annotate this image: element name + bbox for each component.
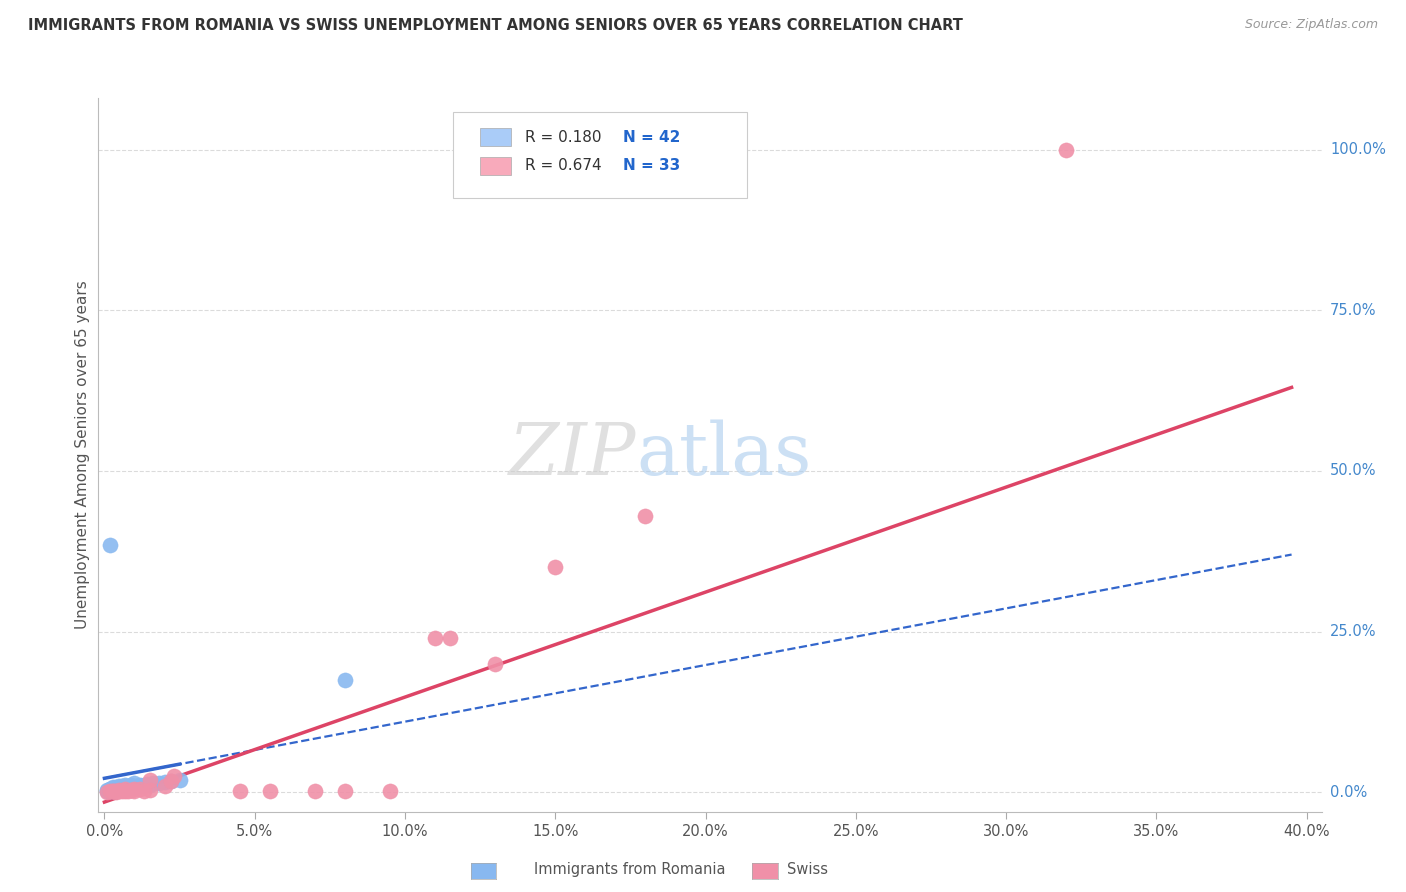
- Point: [100, 781, 122, 796]
- Point: [129, 778, 152, 792]
- Point: [304, 783, 326, 797]
- Point: [96, 782, 118, 797]
- Point: [100, 783, 122, 797]
- Point: [544, 560, 567, 574]
- Point: [153, 779, 176, 793]
- Point: [439, 631, 461, 645]
- Point: [423, 631, 446, 645]
- Point: [103, 780, 125, 795]
- Point: [114, 784, 136, 798]
- Point: [105, 785, 128, 799]
- Point: [159, 773, 181, 788]
- Point: [96, 785, 118, 799]
- Y-axis label: Unemployment Among Seniors over 65 years: Unemployment Among Seniors over 65 years: [75, 281, 90, 629]
- Text: 75.0%: 75.0%: [1330, 302, 1376, 318]
- Point: [103, 782, 125, 797]
- Point: [333, 783, 356, 797]
- Point: [124, 783, 146, 797]
- Point: [117, 780, 139, 795]
- Point: [132, 778, 155, 792]
- Point: [108, 782, 131, 797]
- Text: atlas: atlas: [637, 419, 813, 491]
- Point: [114, 782, 136, 797]
- Point: [135, 777, 157, 791]
- Point: [124, 780, 146, 794]
- Point: [111, 780, 134, 795]
- Point: [259, 783, 281, 797]
- Point: [634, 508, 657, 523]
- Text: N = 33: N = 33: [623, 159, 681, 173]
- Point: [169, 772, 191, 787]
- Point: [138, 778, 160, 792]
- Point: [108, 780, 131, 795]
- Point: [105, 780, 128, 795]
- Point: [138, 772, 160, 787]
- Text: Swiss: Swiss: [787, 863, 828, 877]
- Point: [103, 784, 125, 798]
- Text: 25.0%: 25.0%: [1330, 624, 1376, 640]
- Text: 100.0%: 100.0%: [1330, 142, 1386, 157]
- Point: [138, 782, 160, 797]
- Point: [96, 784, 118, 798]
- Point: [124, 776, 146, 790]
- Point: [132, 783, 155, 797]
- Point: [333, 673, 356, 687]
- Text: Immigrants from Romania: Immigrants from Romania: [534, 863, 725, 877]
- FancyBboxPatch shape: [479, 128, 510, 146]
- Point: [114, 778, 136, 792]
- Point: [114, 780, 136, 795]
- Point: [103, 783, 125, 797]
- FancyBboxPatch shape: [479, 157, 510, 175]
- Text: IMMIGRANTS FROM ROMANIA VS SWISS UNEMPLOYMENT AMONG SENIORS OVER 65 YEARS CORREL: IMMIGRANTS FROM ROMANIA VS SWISS UNEMPLO…: [28, 18, 963, 33]
- Point: [378, 783, 401, 797]
- Point: [111, 779, 134, 793]
- Text: Source: ZipAtlas.com: Source: ZipAtlas.com: [1244, 18, 1378, 31]
- Point: [117, 779, 139, 793]
- Point: [162, 769, 184, 783]
- Point: [153, 775, 176, 789]
- Point: [124, 781, 146, 796]
- Point: [127, 779, 149, 793]
- Point: [228, 783, 250, 797]
- Point: [108, 781, 131, 796]
- Text: 0.0%: 0.0%: [1330, 785, 1367, 800]
- Point: [141, 776, 163, 790]
- Point: [108, 779, 131, 793]
- Point: [121, 780, 143, 795]
- Point: [159, 773, 181, 788]
- Point: [100, 784, 122, 798]
- Text: 50.0%: 50.0%: [1330, 464, 1376, 478]
- Point: [111, 783, 134, 797]
- Point: [105, 783, 128, 797]
- Point: [111, 782, 134, 797]
- Point: [100, 782, 122, 797]
- Point: [121, 778, 143, 792]
- Point: [148, 776, 170, 790]
- Text: R = 0.180: R = 0.180: [526, 130, 602, 145]
- Point: [103, 784, 125, 798]
- Text: ZIP: ZIP: [509, 419, 637, 491]
- Point: [1054, 143, 1077, 157]
- Point: [105, 782, 128, 797]
- Point: [103, 782, 125, 797]
- Text: N = 42: N = 42: [623, 130, 681, 145]
- Point: [121, 782, 143, 797]
- Point: [100, 538, 122, 552]
- Point: [129, 782, 152, 797]
- Point: [484, 657, 506, 671]
- Point: [108, 784, 131, 798]
- Point: [105, 783, 128, 797]
- FancyBboxPatch shape: [453, 112, 747, 198]
- Point: [108, 782, 131, 797]
- Point: [103, 780, 125, 795]
- Point: [117, 783, 139, 797]
- Point: [114, 781, 136, 796]
- Point: [105, 780, 128, 794]
- Text: R = 0.674: R = 0.674: [526, 159, 602, 173]
